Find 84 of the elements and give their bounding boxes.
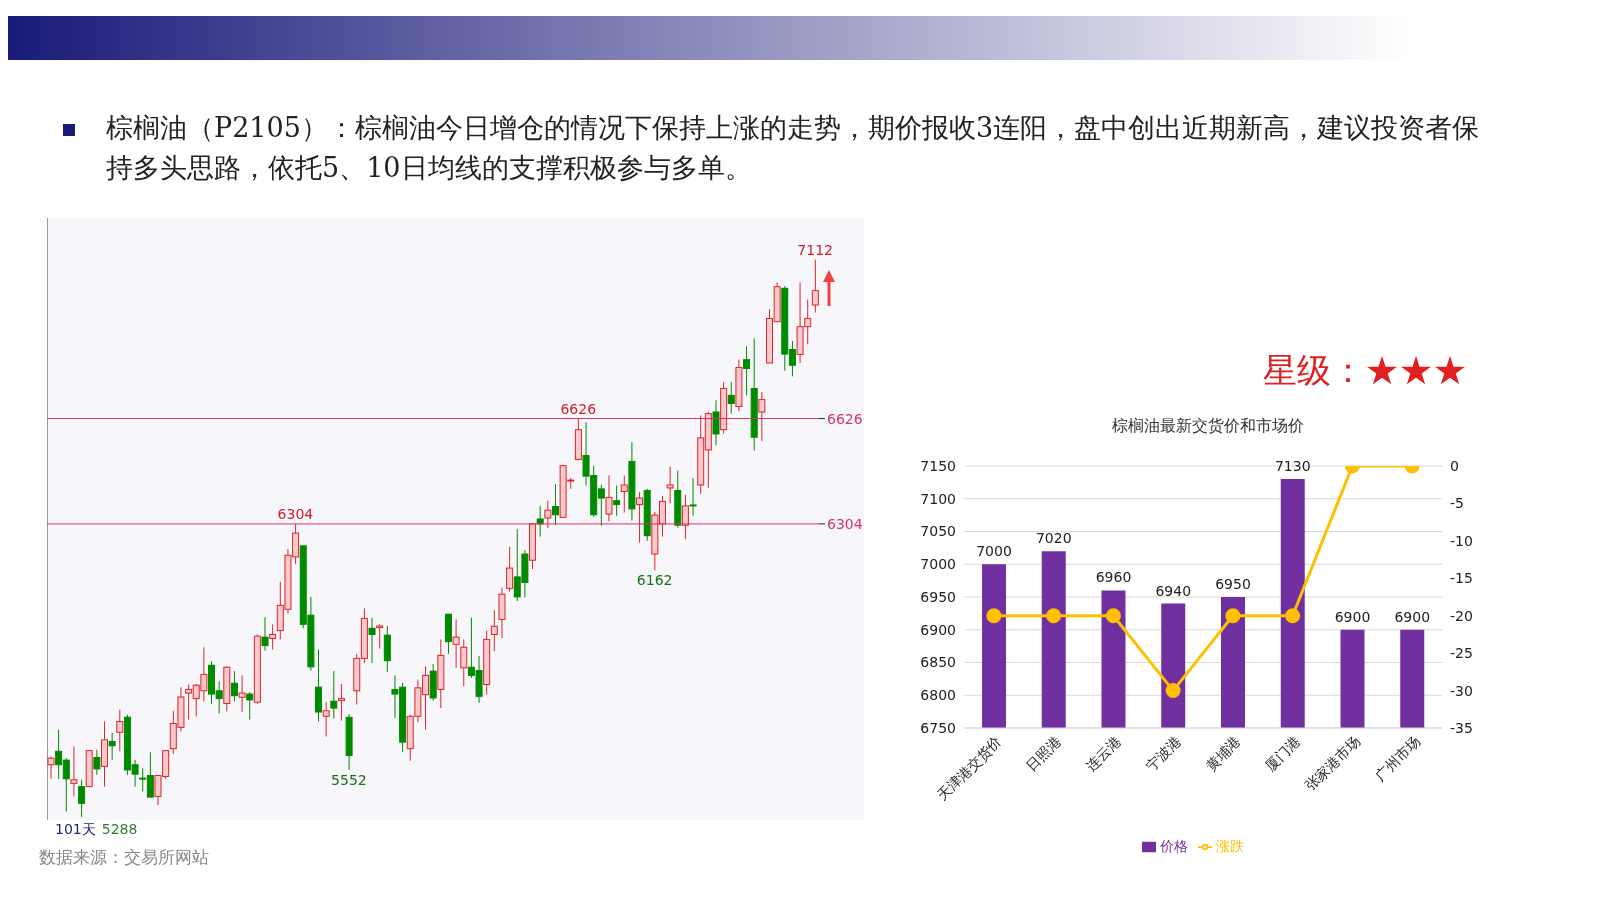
candlestick [551, 483, 559, 526]
candlestick [337, 683, 345, 722]
candlestick [452, 618, 460, 669]
candlestick [681, 494, 689, 540]
candlestick [230, 670, 238, 702]
x-tick-label: 宁波港 [1142, 732, 1184, 774]
candlestick [238, 674, 246, 713]
data-label: 6960 [1095, 569, 1132, 586]
candlestick [506, 546, 514, 593]
y-tick-label: 7000 [920, 556, 956, 573]
y-tick-label: 7050 [920, 523, 956, 540]
point [1285, 608, 1301, 624]
y2-tick-label: -5 [1450, 495, 1464, 512]
candlestick [490, 609, 498, 652]
x-tick-label: 厦门港 [1262, 732, 1304, 774]
candlestick [269, 623, 277, 651]
candlestick [116, 709, 124, 752]
legend-label: 价格 [1160, 838, 1188, 854]
candlestick [108, 732, 116, 761]
annotation: 6304 [277, 505, 314, 522]
candlestick [47, 756, 55, 780]
chart-title: 棕榈油最新交货价和市场价 [1111, 416, 1305, 437]
data-label: 7000 [976, 543, 1012, 560]
candlestick [666, 466, 674, 504]
y-tick-label: 7100 [920, 490, 956, 507]
y2-tick-label: -30 [1450, 682, 1473, 699]
candlestick [727, 381, 735, 415]
point [1046, 608, 1062, 624]
data-label: 6940 [1155, 582, 1192, 599]
candlestick [376, 623, 384, 650]
y2-tick-label: -35 [1450, 719, 1473, 736]
candlestick [93, 749, 101, 776]
y-tick-label: 6950 [920, 588, 956, 605]
candlestick [613, 485, 621, 517]
annotation: 7112 [797, 241, 833, 258]
y2-tick-label: -15 [1450, 570, 1473, 587]
data-label: 6900 [1394, 608, 1431, 625]
candlestick [712, 399, 720, 446]
y-tick-label: 6800 [920, 687, 956, 704]
source-note: 数据来源：交易所网站 [39, 846, 209, 869]
y2-tick-label: 0 [1450, 457, 1459, 474]
candlestick [330, 670, 338, 720]
candlestick [758, 391, 766, 442]
point [1225, 608, 1241, 624]
y2-tick-label: -25 [1450, 645, 1473, 662]
annotation: 6162 [636, 572, 673, 589]
candlestick [811, 259, 819, 314]
annotation: 5552 [331, 771, 367, 788]
x-tick-label: 广州市场 [1371, 732, 1423, 784]
data-label: 7130 [1274, 458, 1311, 475]
candlestick [636, 491, 644, 544]
data-label: 6950 [1215, 576, 1251, 592]
data-label: 7020 [1035, 530, 1072, 547]
chart-title: 棕榈油（P2105）：棕榈油今日增仓的情况下保持上涨的走势，期价报收3连阳，盘中创出近期新高，建议投资者保持多头思路，依托5、10日均线的支撑积极参与多单。 [106, 111, 1481, 185]
text: 5288 [101, 821, 138, 839]
point [1165, 683, 1181, 699]
candlestick [322, 701, 330, 738]
candlestick [261, 616, 269, 652]
x-tick-label: 张家港市场 [1302, 732, 1363, 794]
data-label: 6900 [1334, 608, 1371, 625]
candlestick [368, 617, 376, 664]
candlestick [620, 474, 628, 513]
legend-label: 涨跌 [1216, 838, 1244, 854]
x-tick-label: 连云港 [1082, 732, 1124, 774]
candlestick [460, 638, 468, 687]
point [986, 608, 1002, 624]
y2-tick-label: -10 [1450, 532, 1473, 549]
candlestick [544, 500, 552, 529]
candlestick [605, 474, 613, 522]
candlestick [689, 477, 697, 517]
annotation: 6626 [560, 400, 597, 417]
y2-tick-label: -20 [1450, 607, 1473, 624]
text: 101天 [55, 821, 96, 839]
candlestick [70, 745, 78, 797]
candlestick [78, 779, 86, 818]
x-tick-label: 黄埔港 [1202, 732, 1244, 774]
y-tick-label: 6850 [920, 654, 956, 671]
candlestick [246, 691, 254, 721]
y-tick-label: 6900 [920, 621, 956, 638]
text: 星级：★★★ [1263, 349, 1467, 392]
candlestick [743, 345, 751, 396]
x-tick-label: 日照港 [1023, 732, 1065, 774]
y-tick-label: 7150 [920, 457, 956, 474]
point [1105, 608, 1121, 624]
